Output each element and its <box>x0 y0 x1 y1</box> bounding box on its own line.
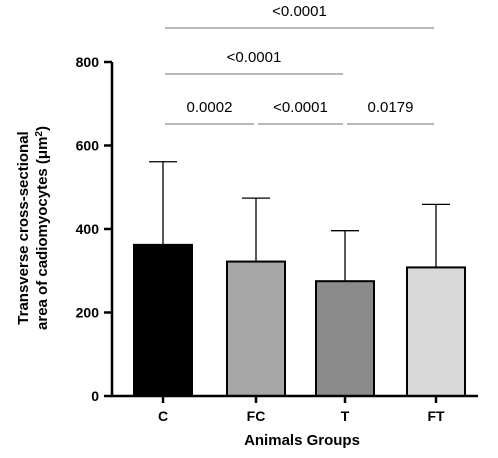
significance-brackets: <0.0001 <0.0001 0.0002 <0.0001 0.0179 <box>165 3 434 125</box>
y-tick-label: 200 <box>76 305 100 321</box>
y-axis-title-line2: area of cadiomyocytes (μm2) <box>34 126 52 330</box>
bars-group <box>133 161 466 397</box>
y-axis-title-line2-text: area of cadiomyocytes (μm <box>34 137 51 330</box>
x-axis-title: Animals Groups <box>244 432 360 449</box>
p-value-label: <0.0001 <box>227 49 282 66</box>
bar-c <box>133 243 193 397</box>
bar-t <box>315 280 375 397</box>
p-value-label: <0.0001 <box>272 3 327 20</box>
x-ticks-group: C FC T FT <box>158 396 445 424</box>
y-ticks-group: 0 200 400 600 800 <box>76 54 112 404</box>
x-tick-label: T <box>341 408 350 424</box>
y-tick-label: 0 <box>91 388 99 404</box>
y-axis-title-suffix: ) <box>34 126 51 131</box>
p-value-label: 0.0002 <box>187 99 233 116</box>
y-tick-label: 400 <box>76 221 100 237</box>
y-axis-title-line1: Transverse cross-sectional <box>15 131 32 324</box>
y-tick-label: 600 <box>76 138 100 154</box>
y-axis-title-group: Transverse cross-sectional area of cadio… <box>15 126 51 330</box>
bar-ft <box>406 266 466 397</box>
y-tick-label: 800 <box>76 54 100 70</box>
y-axis-title-superscript: 2 <box>34 131 45 137</box>
x-tick-label: FT <box>427 408 445 424</box>
x-tick-label: FC <box>247 408 266 424</box>
x-tick-label: C <box>158 408 168 424</box>
p-value-label: 0.0179 <box>368 99 414 116</box>
bar-fc <box>226 260 286 397</box>
p-value-label: <0.0001 <box>273 99 328 116</box>
